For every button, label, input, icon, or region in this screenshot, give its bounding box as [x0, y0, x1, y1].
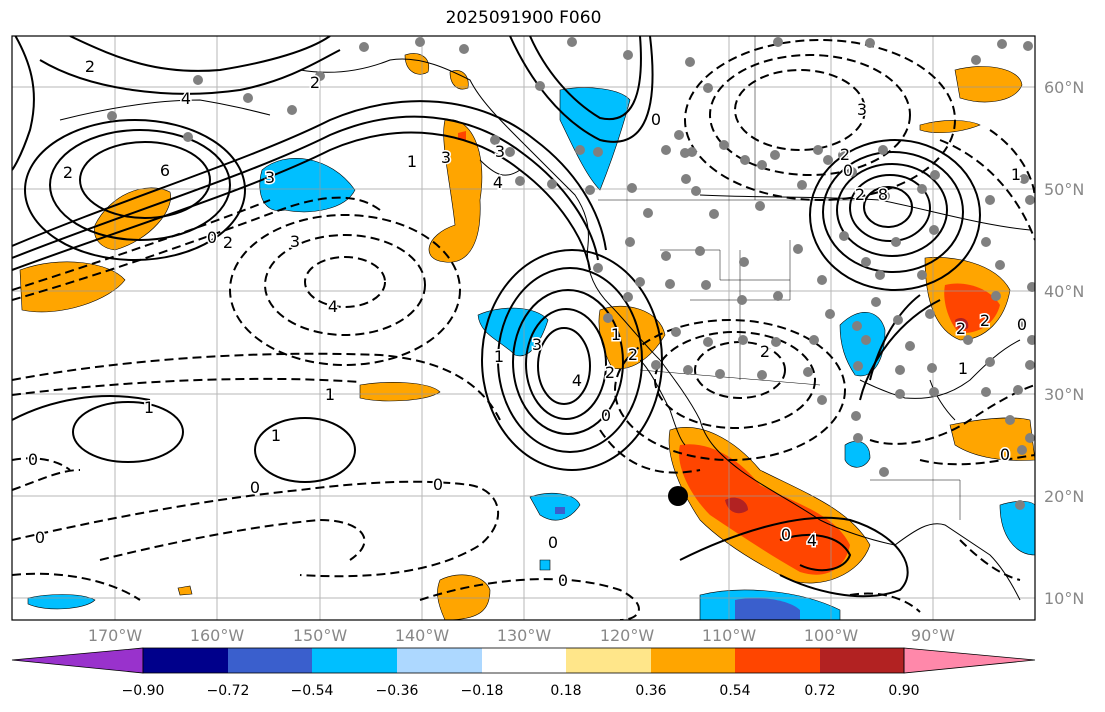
- contour-label: 2: [980, 311, 990, 330]
- colorbar-tick: −0.72: [206, 683, 250, 699]
- colorbar-segment: [651, 648, 735, 673]
- contour-label: 2: [628, 345, 638, 364]
- contour-label: 4: [572, 371, 582, 390]
- colorbar-segment: [820, 648, 904, 673]
- lat-label: 30°N: [1044, 385, 1085, 404]
- contour-label: 0: [1000, 445, 1010, 464]
- contour-label: 2: [605, 363, 615, 382]
- contour-label: 0: [35, 528, 45, 547]
- colorbar-segment: [397, 648, 482, 673]
- lon-label: 120°W: [599, 626, 655, 645]
- contour-label: 0: [250, 478, 260, 497]
- contour-label: 2: [223, 233, 233, 252]
- colorbar-tick: −0.36: [375, 683, 419, 699]
- contour-label: 2: [85, 57, 95, 76]
- contour-label: 0: [1017, 315, 1027, 334]
- station-dots: [107, 37, 1035, 510]
- dark-red-fields: [725, 317, 969, 514]
- colorbar-segment: [143, 648, 228, 673]
- contour-label: 3: [495, 142, 505, 161]
- contour-label: 3: [857, 100, 867, 119]
- contour-label: 1: [958, 359, 968, 378]
- contour-label: 2: [840, 145, 850, 164]
- contours-dashed: [12, 39, 1035, 620]
- colorbar-tick: 0.36: [635, 683, 667, 699]
- lon-label: 150°W: [292, 626, 348, 645]
- map-frame: [11, 35, 1036, 621]
- colorbar-tick: −0.90: [121, 683, 165, 699]
- lat-label: 10°N: [1044, 589, 1085, 608]
- contour-label: 2: [760, 342, 770, 361]
- colorbar-tick: −0.54: [290, 683, 334, 699]
- lon-label: 140°W: [394, 626, 450, 645]
- colorbar-segment: [11, 647, 144, 674]
- contour-label: 0: [843, 161, 853, 180]
- contour-label: 2: [855, 185, 865, 204]
- contour-label: 2: [310, 73, 320, 92]
- contour-label: 0: [651, 110, 661, 129]
- contour-label: 3: [441, 148, 451, 167]
- colorbar-segment: [228, 648, 312, 673]
- lat-label: 20°N: [1044, 487, 1085, 506]
- lon-label: 100°W: [803, 626, 859, 645]
- contour-label: 1: [271, 426, 281, 445]
- lon-label: 160°W: [189, 626, 245, 645]
- colorbar-segment: [735, 648, 820, 673]
- contours-solid: [12, 36, 981, 598]
- colorbar-segment: [482, 648, 566, 673]
- lon-label: 90°W: [910, 626, 956, 645]
- contour-label: 1: [611, 325, 621, 344]
- royal-fields: [555, 507, 800, 620]
- contour-label: 1: [144, 398, 154, 417]
- contour-label: 0: [558, 571, 568, 590]
- contour-label: 8: [878, 185, 888, 204]
- colorbar-tick: −0.18: [460, 683, 504, 699]
- contour-label: 4: [493, 173, 503, 192]
- position-marker: [668, 486, 688, 506]
- map-title: 2025091900 F060: [445, 8, 602, 28]
- lat-label: 60°N: [1044, 78, 1085, 97]
- lat-label: 40°N: [1044, 282, 1085, 301]
- colorbar-tick: 0.72: [804, 683, 836, 699]
- colorbar-segment: [566, 648, 651, 673]
- contour-label: 2: [956, 319, 966, 338]
- colorbar-tick: 0.54: [719, 683, 751, 699]
- contour-label: 3: [290, 232, 300, 251]
- contour-label: 0: [28, 450, 38, 469]
- borders: [598, 36, 961, 520]
- contour-label: 0: [781, 525, 791, 544]
- colorbar-tick: 0.90: [888, 683, 920, 699]
- contour-labels: 2 4 6 2 3 3 2 0 1 2 3 4 1 0 1 0 0 0 0 1 …: [26, 56, 1028, 592]
- contour-label: 2: [63, 163, 73, 182]
- contour-label: 0: [433, 475, 443, 494]
- lon-label: 130°W: [496, 626, 552, 645]
- contour-label: 4: [181, 89, 191, 108]
- colorbar-tick: 0.18: [550, 683, 582, 699]
- colorbar-segment: [903, 647, 1036, 674]
- contour-label: 0: [207, 228, 217, 247]
- colorbar: [11, 647, 1036, 674]
- contour-label: 3: [265, 168, 275, 187]
- contour-label: 0: [601, 406, 611, 425]
- contour-label: 1: [325, 385, 335, 404]
- contour-label: 6: [160, 161, 170, 180]
- lat-label: 50°N: [1044, 180, 1085, 199]
- contour-label: 4: [328, 297, 338, 316]
- contour-label: 1: [494, 347, 504, 366]
- colorbar-segment: [312, 648, 397, 673]
- lon-label: 170°W: [87, 626, 143, 645]
- contour-label: 1: [1011, 165, 1021, 184]
- contour-label: 4: [807, 531, 817, 550]
- contour-label: 3: [532, 335, 542, 354]
- lon-label: 110°W: [701, 626, 757, 645]
- contour-label: 0: [548, 533, 558, 552]
- contour-label: 1: [407, 152, 417, 171]
